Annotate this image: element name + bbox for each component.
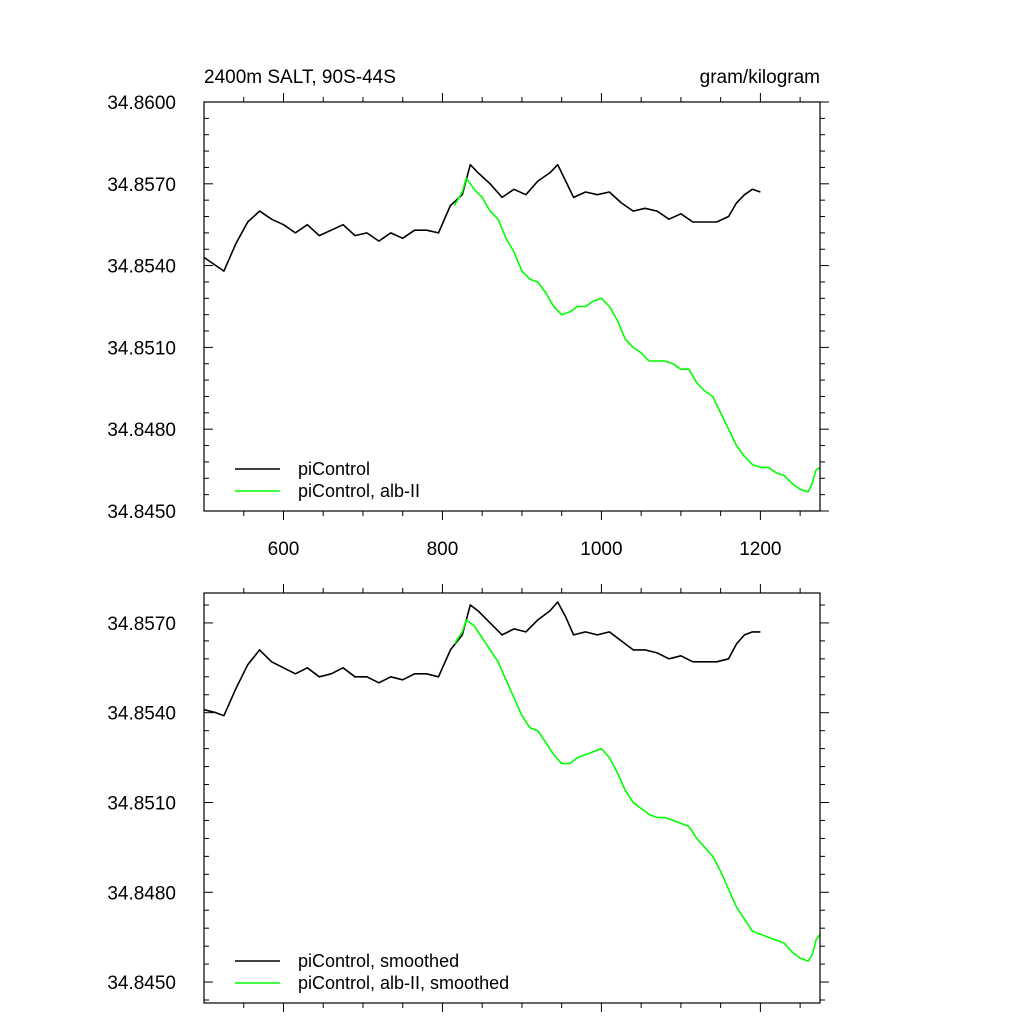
lower-ticks: [204, 584, 829, 1012]
lower-panel: 34.8450 34.8480 34.8510 34.8540 34.8570 piCo…: [107, 584, 829, 1012]
series-line-alb-ii: [453, 177, 821, 493]
y-tick-label: 34.8450: [107, 502, 176, 523]
legend-label-alb-ii: piControl, alb-II: [298, 481, 420, 501]
upper-plot-frame: [203, 101, 821, 512]
x-tick-label: 600: [268, 539, 300, 560]
lower-series-layer: [203, 601, 821, 962]
y-tick-label: 34.8540: [107, 257, 176, 278]
legend-label-picontrol-smoothed: piControl, smoothed: [298, 951, 459, 971]
y-tick-label: 34.8570: [107, 175, 176, 196]
upper-panel: 2400m SALT, 90S-44S gram/kilogram 34.845…: [107, 67, 829, 560]
x-tick-label: 1200: [739, 539, 781, 560]
x-tick-label: 800: [427, 539, 459, 560]
lower-tick-labels: 34.8450 34.8480 34.8510 34.8540 34.8570: [107, 614, 176, 994]
upper-tick-labels: 34.8450 34.8480 34.8510 34.8540 34.8570 34.86…: [107, 93, 781, 560]
panel-title-left: 2400m SALT, 90S-44S: [204, 67, 396, 88]
series-line-picontrol-smoothed: [203, 601, 761, 717]
series-line-picontrol: [203, 163, 761, 272]
y-tick-label: 34.8540: [107, 704, 176, 725]
legend-label-alb-ii-smoothed: piControl, alb-II, smoothed: [298, 973, 509, 993]
y-tick-label: 34.8480: [107, 420, 176, 441]
lower-legend: piControl, smoothed piControl, alb-II, s…: [235, 951, 509, 993]
upper-ticks: [204, 93, 829, 520]
upper-legend: piControl piControl, alb-II: [235, 459, 420, 501]
lower-plot-frame: [203, 592, 821, 1004]
y-tick-label: 34.8600: [107, 93, 176, 114]
panel-title-units: gram/kilogram: [700, 67, 820, 88]
series-line-alb-ii-smoothed: [453, 619, 821, 962]
y-tick-label: 34.8480: [107, 883, 176, 904]
y-tick-label: 34.8510: [107, 338, 176, 359]
y-tick-label: 34.8570: [107, 614, 176, 635]
y-tick-label: 34.8510: [107, 793, 176, 814]
upper-series-layer: [203, 163, 821, 493]
legend-label-picontrol: piControl: [298, 459, 370, 479]
y-tick-label: 34.8450: [107, 973, 176, 994]
x-tick-label: 1000: [580, 539, 622, 560]
